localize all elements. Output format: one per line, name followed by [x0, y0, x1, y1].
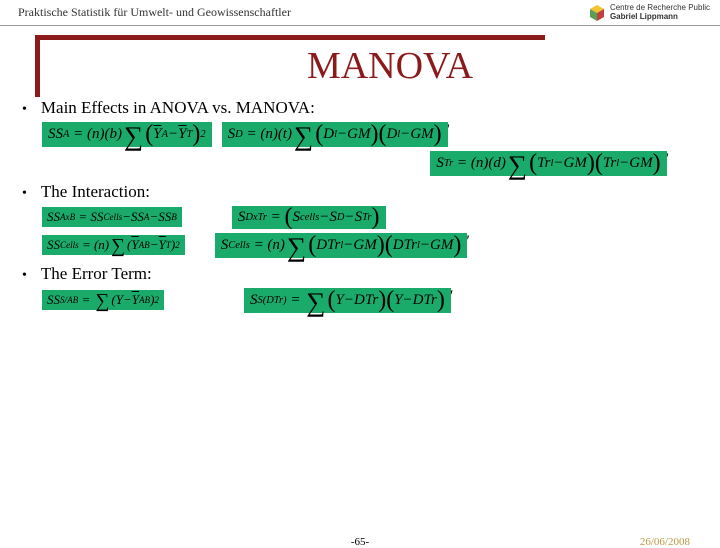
section-main-effects: • Main Effects in ANOVA vs. MANOVA:	[22, 98, 698, 118]
formula-sssab: SSS/AB = ∑(Y−YAB)2	[42, 290, 164, 310]
footer-date: 26/06/2008	[640, 536, 690, 548]
section-label: The Interaction:	[41, 182, 150, 202]
page-number: -65-	[351, 536, 369, 548]
section-error: • The Error Term:	[22, 264, 698, 284]
formulas-main-effects: SSA = (n)(b)∑(YA−YT)2 SD = (n)(t)∑(Dl−GM…	[42, 122, 698, 176]
cube-icon	[588, 4, 606, 22]
header: Praktische Statistik für Umwelt- und Geo…	[0, 0, 720, 26]
page-title: MANOVA	[0, 44, 720, 88]
logo-line2: Gabriel Lippmann	[610, 13, 710, 22]
content: • Main Effects in ANOVA vs. MANOVA: SSA …	[0, 88, 720, 313]
institution-logo: Centre de Recherche Public Gabriel Lippm…	[588, 4, 710, 22]
logo-text: Centre de Recherche Public Gabriel Lippm…	[610, 4, 710, 22]
decor-bar-vertical	[35, 35, 40, 97]
bullet-icon: •	[22, 186, 27, 202]
formula-sdxtr: SDxTr = (Scells−SD−STr)	[232, 206, 386, 229]
bullet-icon: •	[22, 102, 27, 118]
formulas-interaction: SSAxB = SSCells−SSA−SSB SDxTr = (Scells−…	[42, 206, 698, 258]
formula-ssdtr: SS(DTr) = ∑(Y−DTr)(Y−DTr)	[244, 288, 451, 313]
formula-sscells: SSCells = (n)∑(YAB−YT)2	[42, 235, 185, 255]
formulas-error: SSS/AB = ∑(Y−YAB)2 SS(DTr) = ∑(Y−DTr)(Y−…	[42, 288, 698, 313]
bullet-icon: •	[22, 268, 27, 284]
section-label: Main Effects in ANOVA vs. MANOVA:	[41, 98, 315, 118]
course-title: Praktische Statistik für Umwelt- und Geo…	[18, 5, 291, 20]
formula-sd: SD = (n)(t)∑(Dl−GM)(Dl−GM)	[222, 122, 448, 147]
formula-ssa: SSA = (n)(b)∑(YA−YT)2	[42, 122, 212, 147]
section-interaction: • The Interaction:	[22, 182, 698, 202]
formula-str: STr = (n)(d)∑(Trl−GM)(Trl−GM)	[430, 151, 666, 176]
formula-scells: SCells = (n)∑(DTrl−GM)(DTrl−GM)	[215, 233, 468, 258]
section-label: The Error Term:	[41, 264, 152, 284]
formula-ssaxb: SSAxB = SSCells−SSA−SSB	[42, 207, 182, 227]
decor-bar-horizontal	[35, 35, 545, 40]
